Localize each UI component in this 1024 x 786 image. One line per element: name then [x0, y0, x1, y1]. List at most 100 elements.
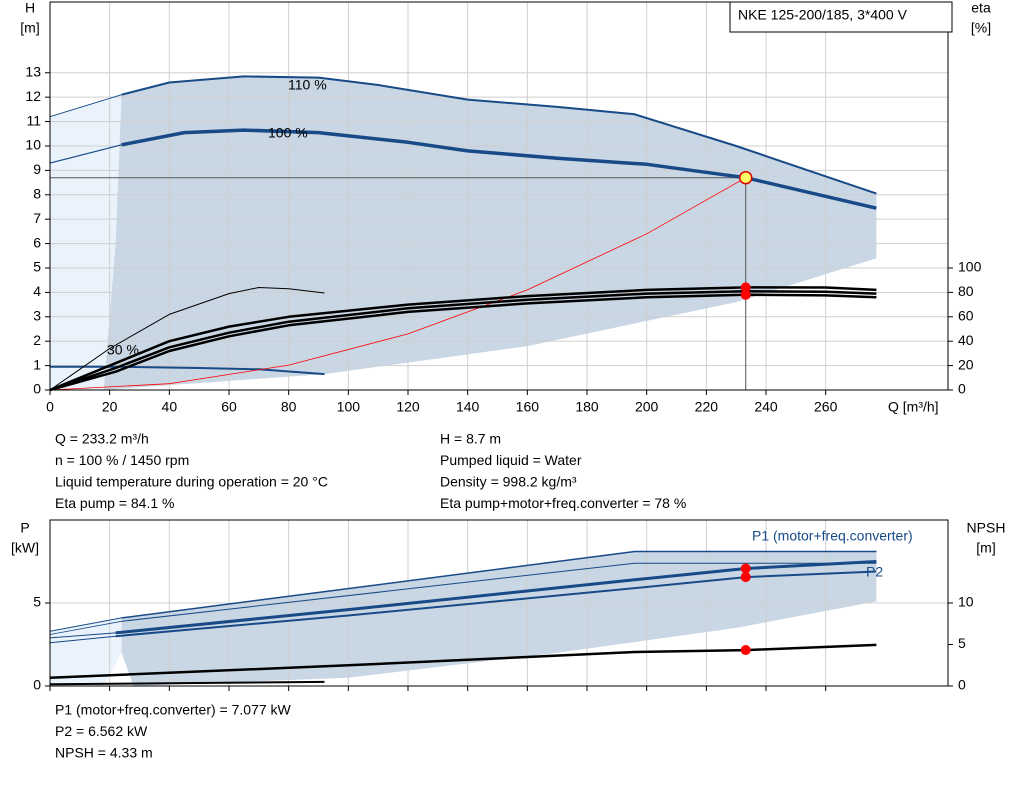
- operating-range: [50, 617, 122, 686]
- curve: [49, 620, 122, 635]
- legend-text: NKE 125-200/185, 3*400 V: [738, 7, 908, 23]
- plot-frame: [49, 519, 949, 687]
- y-tick-label: 2: [33, 332, 41, 348]
- y-tick-label: 11: [26, 112, 41, 128]
- y-tick-label: 0: [33, 381, 41, 397]
- y2-tick-label: 0: [958, 381, 966, 397]
- duty-point: [740, 289, 751, 300]
- x-tick-label: 200: [635, 399, 659, 415]
- y2-unit: [%]: [971, 20, 991, 36]
- x-tick-label: 180: [575, 399, 599, 415]
- y2-label: eta: [971, 0, 991, 16]
- info-line: Eta pump+motor+freq.converter = 78 %: [440, 495, 686, 511]
- info-line: P2 = 6.562 kW: [55, 723, 148, 739]
- x-tick-label: 220: [695, 399, 719, 415]
- bottom-chart: 0 5 0 5 10: [33, 519, 974, 693]
- info-line: n = 100 % / 1450 rpm: [55, 452, 189, 468]
- y2-tick-label: 60: [958, 307, 974, 323]
- curve: [49, 94, 122, 118]
- x-tick-label: 20: [102, 399, 118, 415]
- info: Q = 233.2 m³/h n = 100 % / 1450 rpm Liquid…: [55, 431, 686, 761]
- curve: [49, 177, 746, 391]
- y-unit: [m]: [20, 20, 39, 36]
- x-tick-label: 120: [396, 399, 420, 415]
- y-tick-label: 3: [33, 307, 41, 323]
- y2-label: NPSH: [967, 520, 1006, 536]
- curve: [49, 144, 122, 164]
- y-tick-label: 5: [33, 594, 41, 610]
- curve: [121, 562, 877, 622]
- curve: [121, 550, 877, 619]
- curve: [49, 286, 877, 392]
- curve: [115, 560, 877, 635]
- y2-tick-label: 10: [958, 594, 974, 610]
- curve: [115, 570, 877, 638]
- x-tick-label: 240: [754, 399, 778, 415]
- plot-frame: [49, 1, 949, 391]
- y-label: H: [25, 0, 35, 16]
- y-tick-label: 8: [33, 185, 41, 201]
- curve: [49, 293, 877, 392]
- y2-tick-label: 100: [958, 259, 982, 275]
- x-tick-label: 60: [221, 399, 237, 415]
- operating-point: [738, 170, 753, 185]
- duty-point: [740, 645, 751, 656]
- curve: [121, 128, 877, 210]
- info-line: Pumped liquid = Water: [440, 452, 582, 468]
- curve-label: P1 (motor+freq.converter): [752, 528, 913, 544]
- x-tick-label: 260: [814, 399, 838, 415]
- x-tick-label: 140: [456, 399, 480, 415]
- curve: [49, 680, 325, 686]
- y-tick-label: 12: [25, 88, 41, 104]
- y-tick-label: 5: [33, 259, 41, 275]
- info-line: Q = 233.2 m³/h: [55, 431, 149, 447]
- curve: [49, 643, 877, 679]
- curve: [49, 287, 325, 391]
- y-label: P: [20, 520, 29, 536]
- curve-label: 100 %: [268, 125, 308, 141]
- y-tick-label: 13: [25, 63, 41, 79]
- x-tick-label: 160: [516, 399, 540, 415]
- curve-label: 110 %: [288, 77, 327, 93]
- curve-label: 30 %: [107, 342, 139, 358]
- info-line: Eta pump = 84.1 %: [55, 495, 174, 511]
- y-tick-label: 0: [33, 677, 41, 693]
- y-tick-label: 6: [33, 234, 41, 250]
- y-unit: [kW]: [11, 540, 39, 556]
- x-tick-label: 100: [337, 399, 361, 415]
- operating-range: [121, 551, 877, 686]
- info-line: H = 8.7 m: [440, 431, 501, 447]
- info-line: P1 (motor+freq.converter) = 7.077 kW: [55, 702, 292, 718]
- curve: [121, 75, 877, 195]
- operating-range: [50, 94, 122, 391]
- y-tick-label: 9: [33, 161, 41, 177]
- y2-tick-label: 40: [958, 332, 974, 348]
- duty-point: [740, 572, 751, 583]
- info-line: Density = 998.2 kg/m³: [440, 474, 577, 490]
- curve: [49, 289, 877, 392]
- curve: [49, 617, 122, 632]
- y-tick-label: 10: [25, 137, 41, 153]
- y-tick-label: 1: [33, 356, 41, 372]
- y-tick-label: 7: [33, 210, 41, 226]
- operating-range: [103, 76, 877, 390]
- x-label: Q [m³/h]: [888, 399, 939, 415]
- duty-point: [740, 282, 751, 293]
- info-line: NPSH = 4.33 m: [55, 745, 153, 761]
- curve-label: P2: [866, 564, 883, 580]
- x-tick-label: 80: [281, 399, 297, 415]
- curve: [49, 635, 116, 644]
- legend-box: [729, 1, 953, 33]
- y2-tick-label: 20: [958, 356, 974, 372]
- y2-tick-label: 5: [958, 635, 966, 651]
- y2-tick-label: 0: [958, 677, 966, 693]
- y2-tick-label: 80: [958, 283, 974, 299]
- x-tick-label: 40: [162, 399, 178, 415]
- curve: [49, 632, 116, 639]
- curve: [50, 365, 325, 376]
- y2-unit: [m]: [976, 540, 995, 556]
- top-chart: 0 20 40 60 80 100 120 140 160 180 200 220 240 2600123…: [25, 1, 982, 415]
- duty-point: [740, 563, 751, 574]
